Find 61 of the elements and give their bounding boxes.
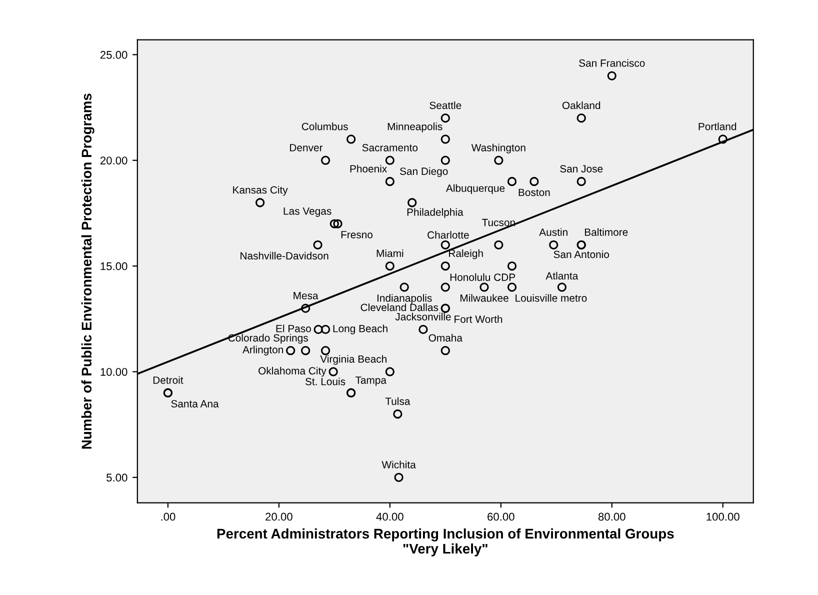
data-label: Oakland <box>562 101 600 110</box>
data-label: Santa Ana <box>171 400 219 408</box>
data-label: Fort Worth <box>454 315 502 323</box>
data-label: Cleveland Dallas <box>360 303 438 312</box>
data-label: Indianapolis <box>378 294 432 304</box>
data-label: Detroit <box>153 376 184 384</box>
data-label: El Paso <box>276 324 311 332</box>
data-label: Oklahoma City <box>258 366 326 377</box>
data-label: Kansas City <box>233 186 288 196</box>
y-tick-label: 15.00 <box>100 262 128 270</box>
data-label: Honolulu CDP <box>450 273 516 281</box>
data-label: Miami <box>376 249 404 258</box>
data-label: Phoenix <box>350 164 388 172</box>
data-label: Las Vegas <box>284 207 332 217</box>
x-tick-label: 60.00 <box>488 512 514 521</box>
x-tick-label: 20.00 <box>266 512 292 521</box>
y-tick-label: 5.00 <box>106 474 128 482</box>
data-label: Austin <box>539 228 568 236</box>
data-label: Long Beach <box>333 324 388 334</box>
y-axis-title: Number of Public Environmental Protection Programs <box>81 94 94 449</box>
x-tick-label: .00 <box>161 512 176 521</box>
data-label: Virginia Beach <box>320 355 386 365</box>
data-label: Nashville-Davidson <box>240 252 328 260</box>
data-label: Mesa <box>294 292 318 300</box>
data-label: Tulsa <box>385 397 410 405</box>
y-tick-label: 20.00 <box>100 156 128 164</box>
y-tick-label: 10.00 <box>100 368 128 376</box>
data-label: Washington <box>471 144 526 154</box>
data-label: Portland <box>698 122 736 130</box>
x-axis-title: Percent Administrators Reporting Inclusion of Environmental Groups "Very Likely" <box>217 528 674 556</box>
x-tick-label: 100.00 <box>706 512 740 521</box>
data-label: Raleigh <box>449 249 483 260</box>
data-label: Arlington <box>242 346 283 356</box>
x-tick-label: 40.00 <box>376 512 404 521</box>
data-label: Omaha <box>428 334 462 342</box>
data-label: San Diego <box>400 167 448 178</box>
data-label: Denver <box>290 144 323 152</box>
data-label: Columbus <box>302 122 348 130</box>
data-label: Tampa <box>355 376 386 386</box>
data-label: Charlotte <box>428 231 469 239</box>
y-tick-label: 25.00 <box>100 50 128 59</box>
data-label: Philadelphia <box>407 208 464 218</box>
x-tick-label: 80.00 <box>598 512 626 521</box>
data-label: Wichita <box>382 460 416 468</box>
data-label: Tucson <box>482 218 515 226</box>
data-label: Albuquerque <box>446 184 505 194</box>
data-label: San Antonio <box>554 250 610 258</box>
data-label: Minneapolis <box>388 122 442 132</box>
data-label: St. Louis <box>305 378 346 386</box>
data-label: Atlanta <box>546 272 578 280</box>
data-label: Fresno <box>341 231 373 238</box>
data-label: San Francisco <box>579 59 645 67</box>
data-label: Colorado Springs <box>228 334 308 344</box>
data-label: Sacramento <box>362 144 418 152</box>
data-label: San Jose <box>560 165 603 172</box>
data-label: Seattle <box>430 101 462 110</box>
data-label: Jacksonville <box>395 312 451 320</box>
data-label: Baltimore <box>584 228 628 236</box>
data-label: Louisville metro <box>516 294 587 302</box>
data-label: Milwaukee <box>460 294 508 302</box>
data-label: Boston <box>518 188 550 196</box>
